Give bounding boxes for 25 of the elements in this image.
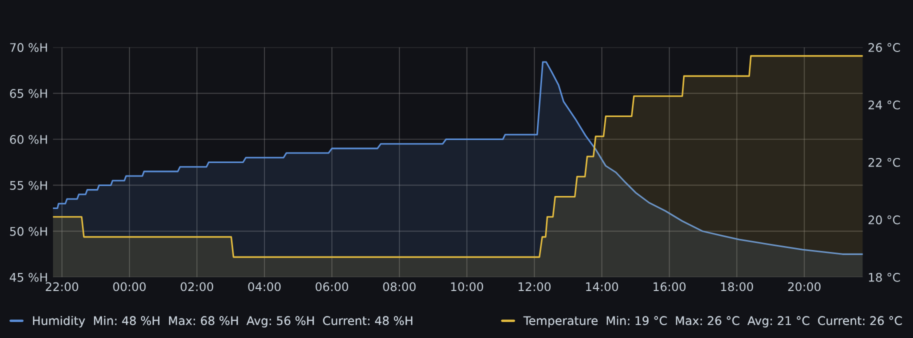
x-tick-label: 06:00 xyxy=(316,282,348,292)
x-tick-label: 22:00 xyxy=(46,282,78,292)
x-tick-label: 18:00 xyxy=(721,282,754,292)
x-tick-label: 08:00 xyxy=(383,282,416,292)
x-tick-label: 12:00 xyxy=(518,282,551,292)
x-tick-label: 02:00 xyxy=(180,282,214,292)
y-tick-label: 70 %H xyxy=(10,43,47,52)
y-tick-label: 65 %H xyxy=(10,89,47,98)
y2-tick-label: 22 °C xyxy=(868,158,900,167)
y2-tick-label: 24 °C xyxy=(868,100,900,110)
y2-tick-label: 26 °C xyxy=(868,43,900,52)
x-tick-label: 10:00 xyxy=(451,282,484,292)
y-tick-label: 50 %H xyxy=(10,226,47,236)
y-tick-label: 55 %H xyxy=(10,180,47,190)
legend-label: Humidity Min: 48 %H Max: 68 %H Avg: 56 %H Current: 48 %H xyxy=(33,316,412,328)
x-tick-label: 14:00 xyxy=(586,282,618,292)
legend-label: Temperature Min: 19 °C Max: 26 °C Avg: 21 °C Current: 26 °C xyxy=(523,316,902,328)
y-tick-label: 60 %H xyxy=(10,134,47,144)
y2-tick-label: 20 °C xyxy=(868,215,900,224)
x-tick-label: 16:00 xyxy=(654,282,686,292)
y2-tick-label: 18 °C xyxy=(868,272,900,282)
y-tick-label: 45 %H xyxy=(10,272,47,282)
x-tick-label: 00:00 xyxy=(113,282,146,292)
x-tick-label: 04:00 xyxy=(248,282,281,292)
x-tick-label: 20:00 xyxy=(788,282,821,292)
